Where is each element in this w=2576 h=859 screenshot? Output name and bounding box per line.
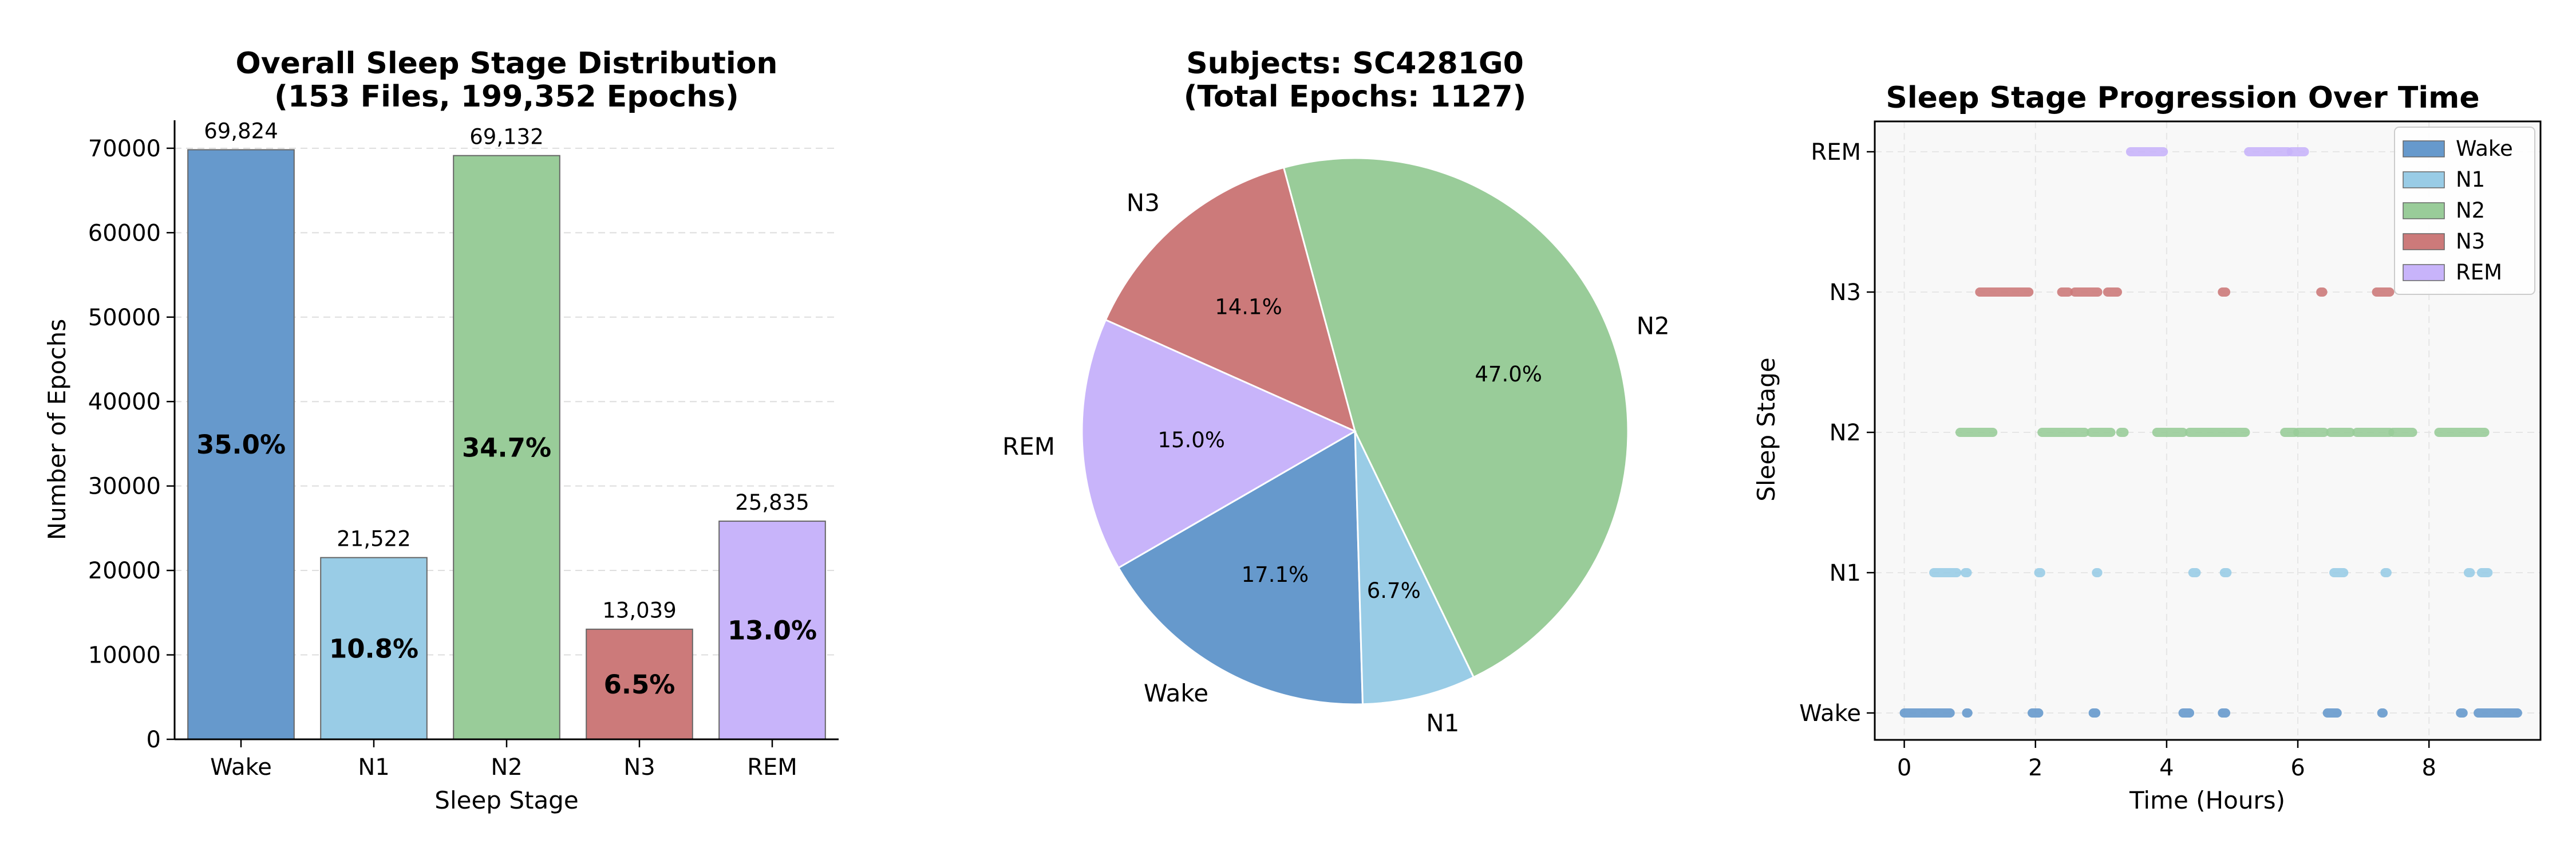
bar-series: 69,824 35.0% 21,522 10.8% 69,132 34.7% 13,039 6… — [187, 119, 826, 740]
scatter-plot-frame — [1874, 120, 2542, 741]
legend-label: N2 — [2456, 198, 2485, 223]
pie-chart-title-line1: Subjects: SC4281G0 — [1186, 46, 1524, 81]
bar-y-tick-label: 10000 — [88, 643, 161, 669]
scatter-chart-title: Sleep Stage Progression Over Time — [1886, 81, 2479, 115]
bar-percent-label: 6.5% — [604, 669, 675, 700]
scatter-y-ticks: Wake N1 N2 N3 REM — [1799, 139, 1875, 727]
legend-swatch-n2 — [2403, 202, 2445, 219]
pie-slice-n2 — [1282, 157, 1629, 679]
bar-chart-title-line1: Overall Sleep Stage Distribution — [236, 46, 778, 81]
scatter-y-tick-label: REM — [1811, 139, 1861, 166]
pie-slice-n3 — [1104, 166, 1357, 433]
bar-value-label: 13,039 — [602, 598, 676, 623]
bar-y-tick-label: 70000 — [88, 136, 161, 162]
pie-percent-label: 17.1% — [1242, 562, 1309, 587]
bar-chart-panel: Overall Sleep Stage Distribution (153 Fi… — [43, 46, 839, 814]
bar-x-tick-label: N3 — [623, 754, 655, 781]
pie-percent-label: 47.0% — [1475, 362, 1542, 387]
legend-label: N3 — [2456, 229, 2485, 254]
bar-y-tick-label: 20000 — [88, 558, 161, 584]
legend-swatch-wake — [2403, 140, 2445, 157]
scatter-y-tick-label: Wake — [1799, 700, 1861, 727]
bar-y-tick-label: 30000 — [88, 474, 161, 500]
legend-label: N1 — [2456, 167, 2485, 192]
pie-chart-title-line2: (Total Epochs: 1127) — [1184, 80, 1527, 114]
bar-x-tick-label: REM — [747, 754, 797, 781]
pie-labels: 17.1% Wake 6.7% N1 47.0% N2 14.1% N3 15.0% REM — [1002, 188, 1670, 737]
bar-value-label: 69,824 — [204, 119, 278, 143]
pie-percent-label: 6.7% — [1367, 578, 1421, 603]
pie-slice-n1 — [1354, 431, 1475, 706]
bar-value-label: 21,522 — [337, 527, 410, 551]
bar-value-label: 25,835 — [735, 490, 809, 515]
pie-slice-rem — [1081, 318, 1357, 569]
pie-category-label: Wake — [1144, 679, 1208, 707]
bar-wake — [187, 149, 295, 740]
legend-box — [2394, 127, 2535, 295]
bar-y-tick-label: 50000 — [88, 305, 161, 331]
bar-x-tick-label: N1 — [358, 754, 389, 781]
bar-y-ticks: 0 10000 20000 30000 40000 50000 60000 70000 — [88, 136, 175, 753]
scatter-x-ticks: 0 2 4 6 8 — [1897, 740, 2436, 781]
pie-percent-label: 15.0% — [1157, 428, 1225, 452]
bar-chart-title-line2: (153 Files, 199,352 Epochs) — [274, 80, 739, 114]
legend-swatch-n1 — [2403, 171, 2445, 188]
pie-category-label: REM — [1002, 432, 1055, 460]
bar-y-axis-label: Number of Epochs — [43, 319, 71, 540]
bar-n1 — [320, 557, 428, 740]
pie-chart-panel: Subjects: SC4281G0 (Total Epochs: 1127) … — [1002, 46, 1670, 737]
scatter-legend: Wake N1 N2 N3 REM — [2394, 127, 2535, 295]
bar-x-tick-label: N2 — [491, 754, 522, 781]
bar-percent-label: 13.0% — [728, 616, 817, 646]
legend-label: Wake — [2456, 136, 2513, 161]
legend-swatch-rem — [2403, 264, 2445, 281]
bar-x-ticks: Wake N1 N2 N3 REM — [210, 739, 797, 781]
legend-label: REM — [2456, 260, 2502, 285]
bar-value-label: 69,132 — [469, 125, 543, 149]
scatter-x-tick-label: 8 — [2421, 755, 2436, 781]
pie-slices — [1081, 157, 1629, 706]
scatter-y-axis-label: Sleep Stage — [1752, 357, 1780, 501]
scatter-x-tick-label: 2 — [2028, 755, 2042, 781]
bar-y-tick-label: 40000 — [88, 389, 161, 415]
bar-y-tick-label: 60000 — [88, 220, 161, 246]
bar-x-axis-label: Sleep Stage — [434, 786, 578, 814]
legend-swatch-n3 — [2403, 233, 2445, 250]
scatter-y-tick-label: N1 — [1830, 560, 1861, 586]
scatter-x-tick-label: 4 — [2159, 755, 2174, 781]
bar-percent-label: 35.0% — [196, 430, 286, 460]
pie-category-label: N1 — [1426, 709, 1459, 737]
scatter-series — [1899, 147, 2522, 718]
bar-y-tick-label: 0 — [147, 727, 161, 753]
scatter-y-tick-label: N2 — [1830, 420, 1861, 446]
scatter-x-tick-label: 6 — [2290, 755, 2305, 781]
bar-x-tick-label: Wake — [210, 754, 272, 781]
scatter-y-tick-label: N3 — [1830, 279, 1861, 306]
pie-category-label: N3 — [1127, 188, 1160, 216]
pie-slice-wake — [1117, 430, 1364, 706]
pie-percent-label: 14.1% — [1215, 295, 1282, 320]
bar-percent-label: 10.8% — [329, 633, 418, 664]
scatter-x-axis-label: Time (Hours) — [2129, 786, 2285, 814]
pie-category-label: N2 — [1637, 312, 1670, 340]
bar-percent-label: 34.7% — [462, 432, 551, 463]
scatter-x-tick-label: 0 — [1897, 755, 1911, 781]
